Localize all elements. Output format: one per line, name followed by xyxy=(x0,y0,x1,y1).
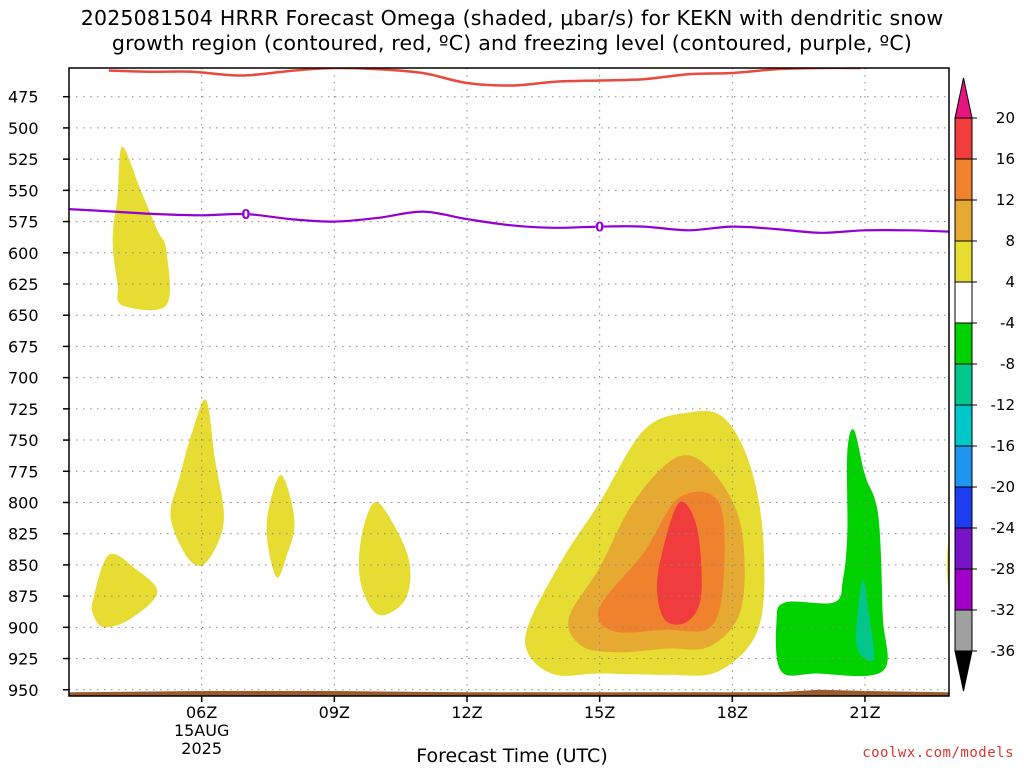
y-tick-label-700: 700 xyxy=(8,369,39,388)
omega-region-4 xyxy=(358,501,411,616)
y-tick-label-650: 650 xyxy=(8,306,39,325)
colorbar-swatch-10 xyxy=(954,527,973,570)
terrain-fill xyxy=(69,689,949,696)
y-tick-label-900: 900 xyxy=(8,618,39,637)
plot-frame xyxy=(68,67,950,697)
freezing-level-label-0: 0 xyxy=(241,208,250,223)
colorbar-swatch-7 xyxy=(954,404,973,447)
colorbar-label-1: 16 xyxy=(996,150,1015,168)
colorbar-label-5: -4 xyxy=(1000,314,1015,332)
colorbar-swatch-9 xyxy=(954,486,973,529)
colorbar-label-8: -16 xyxy=(991,437,1016,455)
x-tick-label-09Z: 09Z xyxy=(319,703,350,722)
chart-title: 2025081504 HRRR Forecast Omega (shaded, … xyxy=(0,6,1024,56)
freezing-label-bg-1 xyxy=(595,220,604,233)
colorbar-label-0: 20 xyxy=(996,109,1015,127)
y-tick-label-800: 800 xyxy=(8,493,39,512)
x-axis-title: Forecast Time (UTC) xyxy=(416,745,608,767)
colorbar-label-2: 12 xyxy=(996,191,1015,209)
omega-region-2 xyxy=(91,553,158,628)
colorbar-swatch-4 xyxy=(954,281,973,324)
y-tick-label-925: 925 xyxy=(8,650,39,669)
y-tick-label-475: 475 xyxy=(8,88,39,107)
colorbar-label-13: -36 xyxy=(991,642,1016,660)
title-line-2: growth region (contoured, red, ºC) and f… xyxy=(111,31,913,55)
colorbar-swatch-11 xyxy=(954,568,973,611)
credit-link[interactable]: coolwx.com/models xyxy=(862,745,1014,761)
y-tick-label-575: 575 xyxy=(8,213,39,232)
x-tick-label-18Z: 18Z xyxy=(717,703,748,722)
colorbar-swatch-1 xyxy=(954,158,973,201)
title-line-1: 2025081504 HRRR Forecast Omega (shaded, … xyxy=(80,6,944,30)
y-tick-label-550: 550 xyxy=(8,181,39,200)
x-tick-label-15Z: 15Z xyxy=(584,703,615,722)
y-tick-label-775: 775 xyxy=(8,462,39,481)
y-tick-label-625: 625 xyxy=(8,275,39,294)
colorbar-label-9: -20 xyxy=(991,478,1016,496)
omega-region-0 xyxy=(112,146,170,311)
y-tick-label-525: 525 xyxy=(8,150,39,169)
y-tick-label-950: 950 xyxy=(8,681,39,700)
colorbar-label-7: -12 xyxy=(991,396,1016,414)
colorbar-top-arrow xyxy=(954,77,973,119)
x-tick-label-06Z: 06Z xyxy=(186,703,217,722)
y-tick-label-675: 675 xyxy=(8,337,39,356)
colorbar-label-12: -32 xyxy=(991,601,1016,619)
colorbar-swatch-6 xyxy=(954,363,973,406)
omega-region-10 xyxy=(856,579,875,662)
colorbar-swatch-0 xyxy=(954,117,973,160)
colorbar-swatch-5 xyxy=(954,322,973,365)
colorbar-label-3: 8 xyxy=(1005,232,1015,250)
colorbar-label-10: -24 xyxy=(991,519,1016,537)
freezing-level-label-1: 0 xyxy=(595,221,604,236)
omega-region-3 xyxy=(266,474,295,578)
dgz-contour-line xyxy=(108,68,861,87)
colorbar-bottom-arrow xyxy=(954,650,973,692)
y-tick-label-600: 600 xyxy=(8,244,39,263)
omega-region-8 xyxy=(656,501,702,625)
colorbar-label-4: 4 xyxy=(1005,273,1015,291)
colorbar-swatch-12 xyxy=(954,609,973,652)
freezing-level-line xyxy=(69,208,949,234)
colorbar-swatch-8 xyxy=(954,445,973,488)
x-year-label: 2025 xyxy=(181,739,222,758)
y-tick-label-825: 825 xyxy=(8,525,39,544)
y-tick-label-850: 850 xyxy=(8,556,39,575)
omega-region-1 xyxy=(170,399,224,566)
x-date-label: 15AUG xyxy=(174,721,229,740)
y-tick-label-500: 500 xyxy=(8,119,39,138)
y-tick-label-875: 875 xyxy=(8,587,39,606)
y-tick-label-750: 750 xyxy=(8,431,39,450)
freezing-label-bg-0 xyxy=(241,208,250,221)
colorbar-label-6: -8 xyxy=(1000,355,1015,373)
colorbar-label-11: -28 xyxy=(991,560,1016,578)
colorbar-swatch-3 xyxy=(954,240,973,283)
colorbar-swatch-2 xyxy=(954,199,973,242)
x-tick-label-12Z: 12Z xyxy=(451,703,482,722)
x-tick-label-21Z: 21Z xyxy=(849,703,880,722)
y-tick-label-725: 725 xyxy=(8,400,39,419)
